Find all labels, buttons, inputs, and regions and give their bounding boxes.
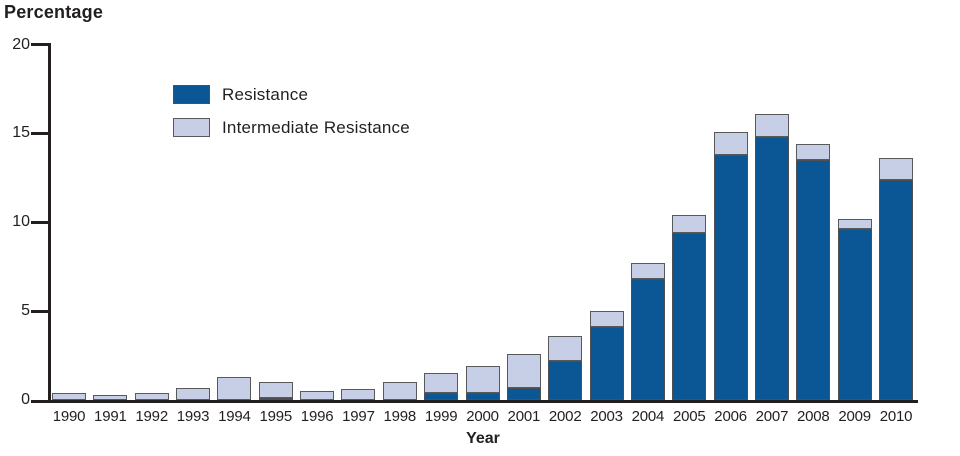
y-tick-10 [31, 220, 51, 224]
x-tick-label-2004: 2004 [631, 408, 665, 425]
x-axis-title: Year [466, 430, 500, 447]
bar-segment-intermediate-1993 [176, 387, 211, 400]
x-tick-label-2001: 2001 [507, 408, 541, 425]
x-tick-label-2007: 2007 [755, 408, 789, 425]
bar-segment-intermediate-2001 [506, 353, 541, 388]
legend-swatch-intermediate-resistance [173, 118, 210, 137]
x-tick-label-1992: 1992 [135, 408, 168, 425]
y-tick-label-10: 10 [12, 213, 30, 231]
x-tick-label-2005: 2005 [672, 408, 706, 425]
bar-2005 [672, 215, 707, 400]
x-tick-label-2002: 2002 [548, 408, 582, 425]
bar-segment-resistance-2008 [796, 160, 831, 400]
y-tick-20 [31, 43, 51, 46]
x-tick-label-1994: 1994 [218, 408, 251, 425]
x-tick-label-2008: 2008 [797, 408, 830, 425]
y-axis-title: Percentage [4, 2, 104, 22]
bar-segment-resistance-2002 [548, 360, 583, 400]
legend: Resistance Intermediate Resistance [173, 85, 410, 151]
bar-segment-intermediate-1990 [52, 392, 86, 400]
bar-1990 [52, 392, 86, 400]
bar-segment-intermediate-2000 [465, 366, 500, 393]
bar-segment-intermediate-2007 [754, 113, 789, 137]
bar-segment-intermediate-1995 [258, 382, 293, 398]
bar-segment-resistance-1995 [258, 397, 293, 400]
bar-segment-intermediate-2003 [589, 311, 624, 328]
bar-2004 [630, 263, 665, 400]
bar-2003 [589, 311, 624, 400]
bar-segment-resistance-2009 [837, 229, 872, 400]
x-tick-label-2006: 2006 [714, 408, 747, 425]
bar-2008 [796, 144, 831, 400]
x-tick-label-1996: 1996 [300, 408, 334, 425]
bar-segment-intermediate-2010 [879, 158, 913, 180]
x-tick-label-2010: 2010 [879, 408, 913, 425]
bar-segment-intermediate-1994 [217, 376, 252, 400]
bar-2001 [506, 353, 541, 400]
bar-2007 [754, 113, 789, 400]
x-tick-label-2003: 2003 [590, 408, 623, 425]
bar-segment-intermediate-2006 [713, 131, 748, 155]
x-tick-label-1999: 1999 [424, 408, 458, 425]
legend-item-resistance: Resistance [173, 85, 410, 104]
bar-segment-resistance-1999 [424, 392, 459, 400]
legend-item-intermediate-resistance: Intermediate Resistance [173, 118, 410, 137]
bar-segment-resistance-2006 [713, 154, 748, 400]
bar-1994 [217, 376, 252, 400]
x-tick-label-1990: 1990 [52, 408, 86, 425]
bar-segment-intermediate-2009 [837, 218, 872, 230]
bar-segment-resistance-2000 [465, 392, 500, 400]
bar-1997 [341, 389, 376, 400]
y-tick-5 [31, 309, 51, 313]
bar-1991 [93, 394, 128, 400]
x-tick-label-1998: 1998 [383, 408, 417, 425]
bar-segment-resistance-2005 [672, 232, 707, 400]
x-axis-line [31, 400, 918, 403]
bar-1993 [176, 387, 211, 400]
y-tick-label-5: 5 [21, 302, 30, 320]
bar-segment-intermediate-2002 [548, 336, 583, 361]
y-tick-label-20: 20 [12, 35, 30, 53]
bar-segment-intermediate-1991 [93, 394, 128, 400]
bar-segment-resistance-2004 [630, 279, 665, 400]
bar-1998 [382, 382, 417, 400]
bar-segment-resistance-2001 [506, 387, 541, 400]
x-tick-label-1991: 1991 [94, 408, 127, 425]
bar-segment-intermediate-1998 [382, 382, 417, 400]
bar-2000 [465, 366, 500, 400]
bar-1996 [300, 391, 335, 400]
bar-segment-resistance-2007 [754, 136, 789, 400]
bar-segment-resistance-2003 [589, 327, 624, 400]
x-tick-label-2000: 2000 [466, 408, 499, 425]
bar-2002 [548, 336, 583, 400]
legend-label-resistance: Resistance [222, 85, 309, 104]
bar-segment-intermediate-1997 [341, 389, 376, 400]
legend-label-intermediate-resistance: Intermediate Resistance [222, 118, 410, 137]
x-tick-label-1993: 1993 [176, 408, 210, 425]
y-tick-label-15: 15 [12, 124, 30, 142]
bar-1999 [424, 373, 459, 400]
bar-1992 [134, 392, 169, 400]
y-tick-label-0: 0 [21, 391, 30, 408]
bar-segment-resistance-2010 [879, 179, 913, 400]
bar-2009 [837, 218, 872, 400]
bar-segment-intermediate-2005 [672, 215, 707, 233]
x-tick-label-2009: 2009 [838, 408, 871, 425]
bar-segment-intermediate-2004 [630, 263, 665, 280]
bar-segment-intermediate-1999 [424, 373, 459, 393]
x-tick-label-1997: 1997 [342, 408, 375, 425]
bar-2006 [713, 131, 748, 400]
legend-swatch-resistance [173, 85, 210, 104]
bar-2010 [879, 158, 913, 400]
x-tick-label-1995: 1995 [259, 408, 293, 425]
bar-segment-intermediate-1992 [134, 392, 169, 400]
bar-1995 [258, 382, 293, 400]
bar-segment-intermediate-2008 [796, 144, 831, 161]
bar-segment-intermediate-1996 [300, 391, 335, 400]
y-tick-15 [31, 131, 51, 135]
